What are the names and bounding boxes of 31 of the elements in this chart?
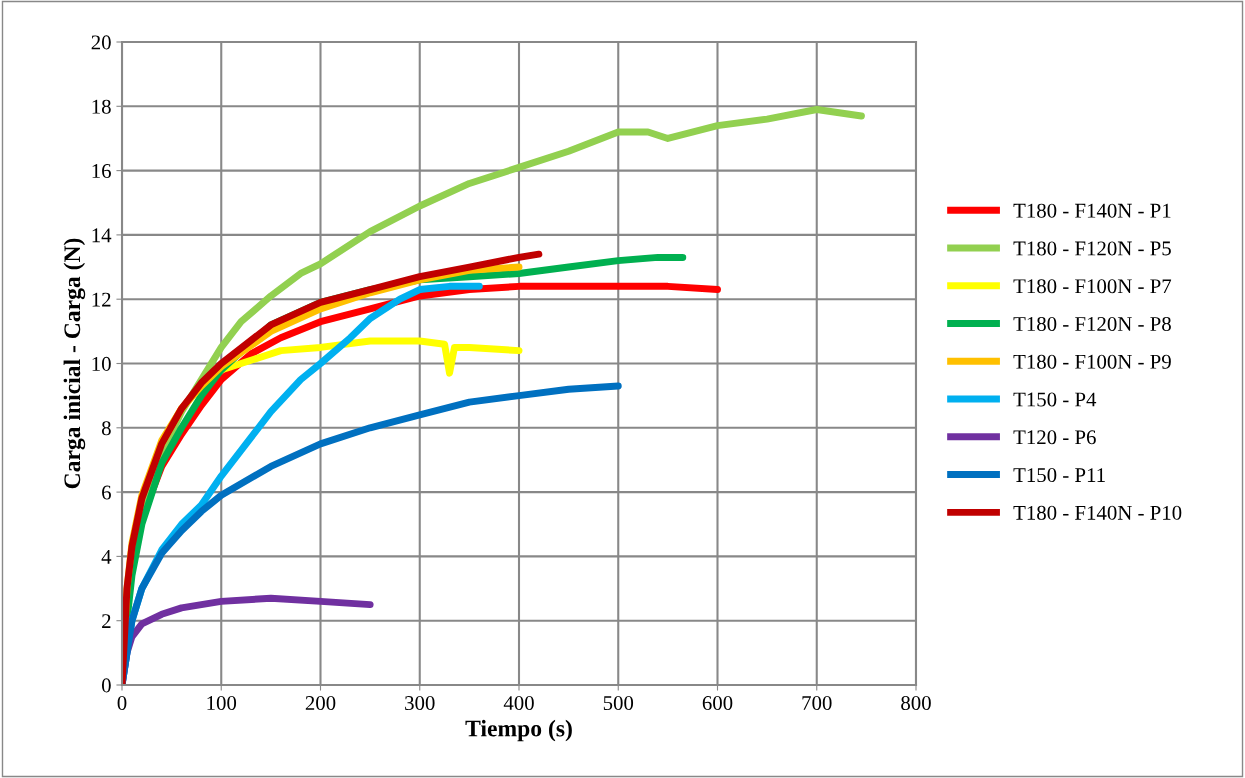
x-tick-label: 0 bbox=[117, 696, 127, 711]
y-tick-label: 2 bbox=[102, 614, 111, 628]
x-tick-label: 800 bbox=[901, 696, 931, 711]
y-tick-label: 10 bbox=[92, 356, 111, 371]
legend-label: T180 - F120N - P8 bbox=[1013, 316, 1171, 332]
legend-label: T180 - F100N - P9 bbox=[1013, 354, 1171, 369]
y-tick-label: 18 bbox=[92, 99, 111, 114]
x-tick-label: 400 bbox=[503, 696, 534, 711]
legend-label: T150 - P4 bbox=[1013, 392, 1097, 407]
y-tick-label: 0 bbox=[101, 678, 111, 693]
y-tick-label: 12 bbox=[92, 292, 111, 307]
y-tick-label: 20 bbox=[91, 35, 111, 50]
legend-label: T180 - F140N - P10 bbox=[1013, 505, 1182, 520]
legend-label: T120 - P6 bbox=[1013, 430, 1096, 445]
x-tick-label: 500 bbox=[603, 696, 634, 711]
x-tick-label: 100 bbox=[207, 696, 237, 711]
x-axis-title: Tiempo (s) bbox=[465, 719, 572, 742]
x-tick-label: 300 bbox=[405, 696, 435, 711]
legend-label: T180 - F120N - P5 bbox=[1013, 241, 1171, 256]
y-tick-label: 14 bbox=[92, 228, 112, 243]
legend-label: T180 - F140N - P1 bbox=[1013, 203, 1171, 218]
legend-label: T150 - P11 bbox=[1013, 468, 1105, 483]
x-tick-label: 600 bbox=[702, 696, 733, 711]
legend-label: T180 - F100N - P7 bbox=[1013, 279, 1172, 294]
x-tick-label: 200 bbox=[305, 696, 336, 711]
y-axis-title: Carga inicial - Carga (N) bbox=[63, 238, 86, 489]
x-tick-label: 700 bbox=[802, 696, 832, 711]
y-tick-label: 8 bbox=[101, 421, 111, 436]
y-tick-label: 4 bbox=[101, 549, 112, 564]
y-tick-label: 6 bbox=[102, 485, 111, 500]
y-tick-label: 16 bbox=[92, 164, 111, 179]
